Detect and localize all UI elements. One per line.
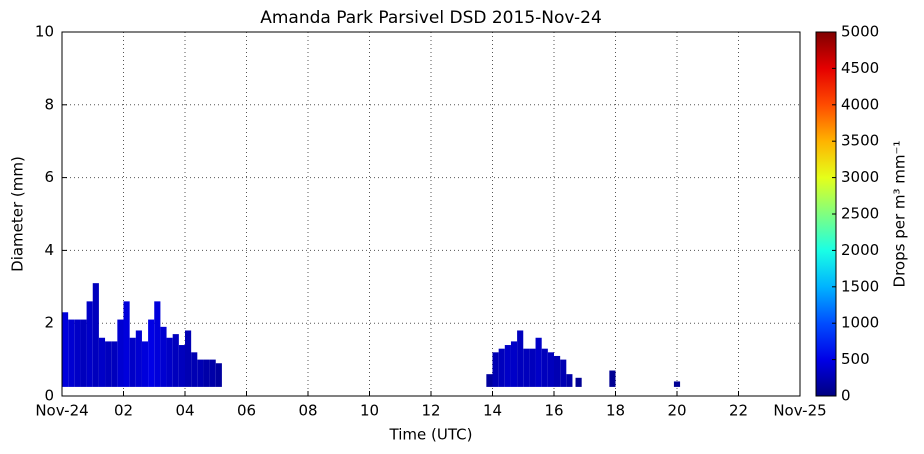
heatmap-cell: [566, 374, 573, 387]
x-tick-label: Nov-25: [773, 402, 826, 420]
colorbar-tick-label: 5000: [841, 23, 879, 41]
heatmap-cell: [129, 337, 136, 387]
x-tick-label: 10: [360, 402, 379, 420]
heatmap-cell: [148, 319, 155, 387]
heatmap-cell: [154, 301, 161, 387]
colorbar-tick-label: 0: [841, 387, 851, 405]
y-tick-label: 6: [44, 168, 54, 186]
y-tick-label: 2: [44, 314, 54, 332]
heatmap-cell: [673, 381, 681, 387]
heatmap-cell: [510, 341, 518, 387]
y-tick-label: 8: [44, 95, 54, 113]
heatmap-cell: [117, 319, 124, 387]
heatmap-cell: [498, 348, 505, 387]
colorbar-tick-label: 4500: [841, 59, 879, 77]
colorbar-tick-label: 3500: [841, 132, 879, 150]
heatmap-cell: [62, 312, 69, 387]
colorbar-tick-label: 2500: [841, 205, 879, 223]
x-tick-label: 18: [606, 402, 625, 420]
heatmap-cell: [203, 359, 210, 387]
x-tick-label: 08: [298, 402, 317, 420]
x-axis-label: Time (UTC): [389, 426, 473, 444]
heatmap-cell: [492, 352, 499, 387]
heatmap-cell: [160, 326, 167, 387]
heatmap-cell: [123, 301, 130, 387]
chart-title: Amanda Park Parsivel DSD 2015-Nov-24: [260, 8, 602, 28]
colorbar-tick-label: 1500: [841, 277, 879, 295]
heatmap-cell: [575, 377, 582, 387]
x-tick-label: Nov-24: [35, 402, 88, 420]
heatmap-cell: [523, 348, 530, 387]
colorbar-tick-label: 1000: [841, 314, 879, 332]
colorbar-label: Drops per m³ mm⁻¹: [891, 141, 909, 288]
heatmap-cell: [486, 374, 493, 387]
heatmap-cell: [529, 348, 536, 387]
x-tick-label: 12: [421, 402, 440, 420]
heatmap-cell: [80, 319, 87, 387]
x-tick-label: 04: [175, 402, 194, 420]
colorbar-tick-label: 500: [841, 350, 870, 368]
y-tick-label: 0: [44, 387, 54, 405]
heatmap-cell: [517, 330, 524, 387]
heatmap-cell: [554, 355, 561, 387]
heatmap-cell: [609, 370, 616, 387]
heatmap-cell: [86, 301, 93, 387]
x-tick-label: 02: [114, 402, 133, 420]
heatmap-cell: [215, 363, 222, 387]
x-tick-label: 06: [237, 402, 256, 420]
heatmap-cell: [209, 359, 216, 387]
heatmap-cell: [178, 345, 185, 387]
heatmap-cell: [92, 283, 99, 387]
x-tick-label: 20: [667, 402, 686, 420]
heatmap-cell: [504, 345, 511, 387]
heatmap-cell: [185, 330, 192, 387]
x-tick-label: 22: [729, 402, 748, 420]
x-tick-label: 16: [544, 402, 563, 420]
heatmap-cell: [541, 348, 548, 387]
heatmap-cell: [111, 341, 118, 387]
heatmap-cell: [74, 319, 81, 387]
heatmap-cell: [68, 319, 75, 387]
heatmap-cell: [197, 359, 204, 387]
plot-frame: [61, 31, 801, 397]
y-tick-label: 10: [35, 23, 54, 41]
colorbar-tick-label: 3000: [841, 168, 879, 186]
heatmap-cell: [535, 337, 542, 387]
heatmap-cell: [172, 334, 179, 387]
heatmap-cell: [191, 352, 198, 387]
y-axis-label: Diameter (mm): [9, 156, 27, 272]
heatmap-cell: [135, 330, 142, 387]
y-tick-label: 4: [44, 241, 54, 259]
heatmap-cell: [166, 337, 173, 387]
heatmap-cell: [98, 337, 106, 387]
heatmap-cell: [105, 341, 112, 387]
colorbar-tick-label: 2000: [841, 241, 879, 259]
colorbar-tick-label: 4000: [841, 95, 879, 113]
heatmap-cell: [141, 341, 149, 387]
heatmap-cell: [547, 352, 554, 387]
x-tick-label: 14: [483, 402, 502, 420]
heatmap-cell: [560, 359, 567, 387]
